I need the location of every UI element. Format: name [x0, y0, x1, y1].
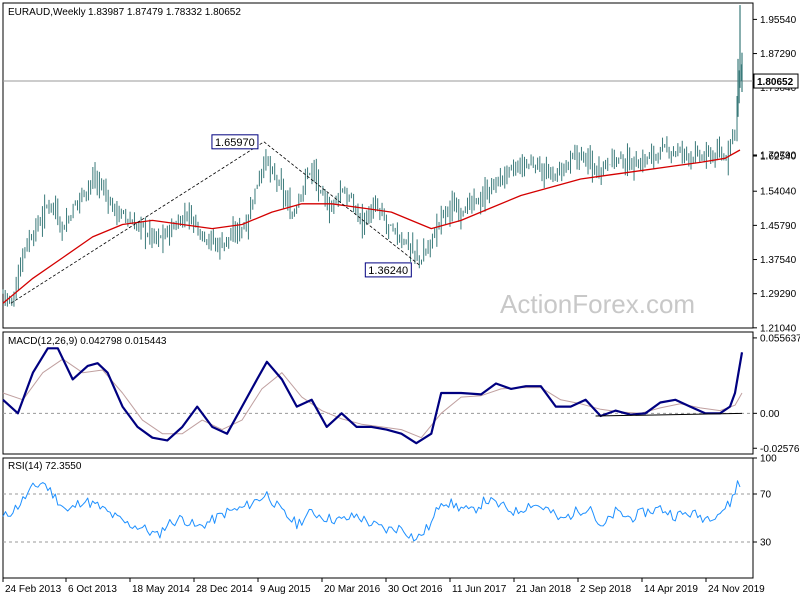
rsi-lines: [2, 480, 753, 543]
rsi-header: RSI(14) 72.3550: [8, 461, 82, 472]
price-y-tick-label: 1.45790: [760, 221, 797, 232]
price-symbol-header: EURAUD,Weekly: [8, 7, 86, 18]
macd-lines: [2, 347, 753, 445]
x-tick-label: 14 Apr 2019: [644, 584, 698, 595]
x-tick-label: 28 Dec 2014: [196, 584, 253, 595]
macd-y-axis: 0.055637 0.00 -0.02576: [753, 333, 800, 455]
price-annotations: 1.65970 1.36240: [10, 134, 420, 304]
watermark-text: ActionForex.com: [500, 289, 695, 319]
rsi-line: [2, 480, 741, 542]
macd-y-tick-label: 0.00: [760, 409, 780, 420]
price-y-tick-label: 1.95540: [760, 15, 797, 26]
last-price-line: 1.80652: [3, 73, 799, 89]
x-tick-label: 11 Jun 2017: [452, 584, 507, 595]
price-bars: [2, 5, 743, 307]
rise-trendline: [10, 141, 265, 304]
price-y-tick-label: 1.87290: [760, 49, 797, 60]
price-y-tick-label: 1.70790: [760, 150, 797, 161]
moving-average: [2, 149, 741, 304]
macd-header: MACD(12,26,9) 0.042798 0.015443: [8, 336, 167, 347]
price-y-tick-label: 1.62540: [760, 152, 797, 163]
x-axis: 24 Feb 2013 6 Oct 2013 18 May 2014 28 Dec 2…: [2, 578, 765, 595]
low-annotation-box: [364, 262, 412, 278]
x-tick-label: 20 Mar 2016: [324, 584, 381, 595]
x-tick-label: 30 Oct 2016: [388, 584, 443, 595]
x-tick-label: 9 Aug 2015: [260, 584, 311, 595]
x-tick-label: 21 Jan 2018: [516, 584, 571, 595]
price-y-tick-label: 1.21040: [760, 323, 797, 334]
high-annotation-box: [211, 134, 259, 150]
rsi-y-tick-label: 100: [760, 454, 777, 465]
x-tick-label: 24 Nov 2019: [708, 584, 765, 595]
low-annotation-label: 1.36240: [368, 265, 408, 277]
rsi-y-tick-label: 30: [760, 538, 772, 549]
x-tick-label: 6 Oct 2013: [68, 584, 117, 595]
rsi-panel-frame: [2, 457, 754, 579]
price-y-tick-label: 1.29290: [760, 289, 797, 300]
macd-y-tick-label: -0.02576: [760, 444, 800, 455]
high-annotation-label: 1.65970: [215, 137, 255, 149]
x-tick-label: 2 Sep 2018: [580, 584, 632, 595]
rsi-y-axis: 100 70 30: [753, 454, 777, 549]
macd-trendline: [595, 412, 743, 417]
last-price-label: 1.80652: [757, 77, 794, 88]
macd-main-line: [2, 347, 744, 445]
fall-trendline: [263, 141, 420, 266]
price-ohlc-header: 1.83987 1.87479 1.78332 1.80652: [88, 7, 241, 18]
x-tick-label: 18 May 2014: [132, 584, 190, 595]
macd-y-tick-label: 0.055637: [760, 333, 800, 344]
price-y-tick-label: 1.37540: [760, 255, 797, 266]
price-panel-frame: [2, 2, 754, 329]
moving-average-line: [2, 149, 741, 304]
macd-signal-line: [2, 358, 743, 439]
price-y-tick-label: 1.54040: [760, 187, 797, 198]
price-y-tick-label: 1.79040: [760, 83, 797, 94]
rsi-y-tick-label: 70: [760, 490, 772, 501]
last-price-box: [753, 73, 799, 89]
x-tick-label: 24 Feb 2013: [5, 584, 62, 595]
